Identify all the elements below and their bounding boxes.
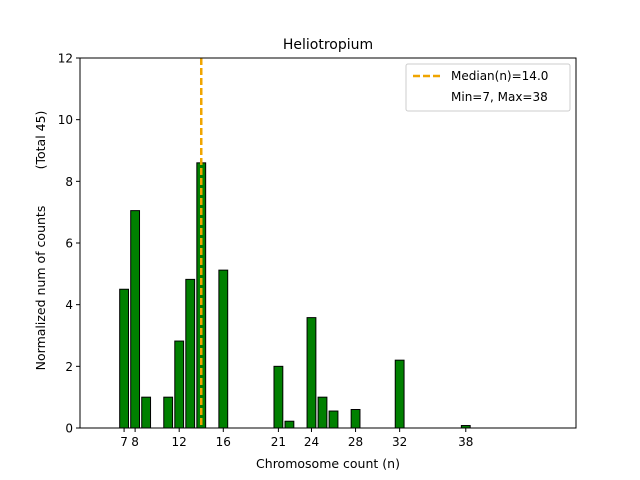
bar-n-16 [218,269,229,429]
bar-n-22 [284,420,295,429]
bar-n-11 [163,396,174,429]
y-axis-note: (Total 45) [33,111,48,170]
bar-n-12 [174,340,185,429]
y-tick-label-4: 4 [65,298,73,312]
plot-frame [79,57,577,429]
legend-box [405,63,571,112]
x-tick-label-7: 7 [120,435,128,449]
legend: Median(n)=14.0 Min=7, Max=38 [405,63,571,112]
y-tick-label-6: 6 [65,237,73,251]
y-tick-label-8: 8 [65,175,73,189]
bar-n-28 [350,409,361,429]
x-tick-label-21: 21 [271,435,286,449]
bar-n-25 [317,396,328,429]
x-tick-label-12: 12 [172,435,187,449]
bar-n-21 [273,365,284,429]
bar-n-26 [328,410,339,429]
x-tick-label-32: 32 [392,435,407,449]
bar-n-7 [119,288,129,429]
x-axis-label: Chromosome count (n) [256,456,400,471]
y-tick-label-12: 12 [58,52,73,66]
bar-n-32 [394,359,405,429]
x-tick-label-8: 8 [131,435,139,449]
y-tick-label-10: 10 [58,113,73,127]
bar-n-24 [306,317,317,429]
bar-n-9 [141,396,152,429]
bar-n-8 [130,210,141,429]
legend-entry-minmax: Min=7, Max=38 [451,90,548,104]
x-tick-label-28: 28 [348,435,363,449]
x-tick-label-16: 16 [216,435,231,449]
x-tick-label-38: 38 [458,435,473,449]
chart-title: Heliotropium [283,37,373,53]
y-tick-label-2: 2 [65,360,73,374]
bar-n-13 [185,278,196,429]
legend-entry-median: Median(n)=14.0 [451,69,548,83]
x-tick-label-24: 24 [304,435,319,449]
y-tick-label-0: 0 [65,422,73,436]
y-axis-label: Normalized num of counts [33,206,48,371]
